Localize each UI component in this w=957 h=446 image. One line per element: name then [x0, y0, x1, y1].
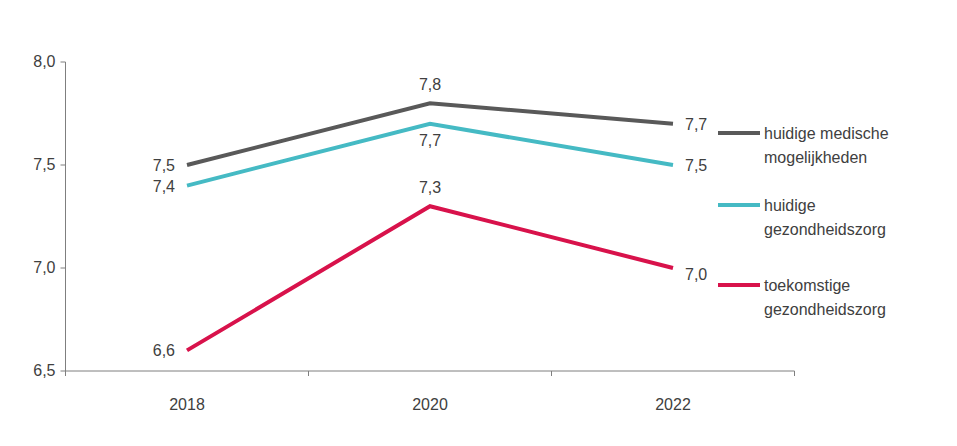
legend: huidige medische mogelijkheden huidige gezo…: [718, 125, 889, 318]
data-label: 7,4: [153, 178, 175, 195]
legend-label: huidige medische mogelijkheden: [764, 125, 889, 166]
legend-label: huidige gezondheidszorg: [764, 197, 886, 238]
data-label: 7,7: [419, 132, 441, 149]
data-label: 7,0: [685, 266, 707, 283]
y-tick: [61, 268, 66, 269]
y-axis-line: [65, 62, 66, 371]
data-label: 7,3: [419, 179, 441, 196]
legend-label-line: gezondheidszorg: [764, 221, 886, 238]
x-tick-label: 2020: [412, 396, 448, 413]
data-label: 6,6: [153, 342, 175, 359]
x-tick: [65, 371, 66, 376]
x-tick: [308, 371, 309, 376]
legend-label-line: huidige medische: [764, 125, 889, 142]
x-tick: [551, 371, 552, 376]
series-line: [187, 206, 673, 350]
series-line: [187, 103, 673, 165]
legend-label-line: gezondheidszorg: [764, 301, 886, 318]
y-tick: [61, 62, 66, 63]
legend-label: toekomstige gezondheidszorg: [764, 277, 886, 318]
x-axis-line: [66, 371, 795, 372]
data-label: 7,5: [153, 157, 175, 174]
y-tick-label: 7,5: [33, 156, 55, 173]
y-tick: [61, 165, 66, 166]
lines: [187, 103, 673, 350]
legend-swatch: [718, 131, 760, 135]
legend-swatch: [718, 203, 760, 207]
legend-label-line: mogelijkheden: [764, 149, 867, 166]
x-tick: [794, 371, 795, 376]
x-tick-label: 2022: [655, 396, 691, 413]
chart: 6,5 7,0 7,5 8,0 2018 2020 2022 7,5 7,8 7,7 7,4 7,7 7…: [0, 0, 957, 446]
data-label: 7,5: [685, 157, 707, 174]
legend-label-line: toekomstige: [764, 277, 850, 294]
y-tick-label: 8,0: [33, 53, 55, 70]
series-line: [187, 124, 673, 186]
data-label: 7,8: [419, 76, 441, 93]
y-tick: [61, 371, 66, 372]
data-label: 7,7: [685, 116, 707, 133]
y-tick-label: 6,5: [33, 362, 55, 379]
legend-swatch: [718, 283, 760, 287]
x-tick-label: 2018: [169, 396, 205, 413]
legend-label-line: huidige: [764, 197, 816, 214]
y-tick-label: 7,0: [33, 259, 55, 276]
